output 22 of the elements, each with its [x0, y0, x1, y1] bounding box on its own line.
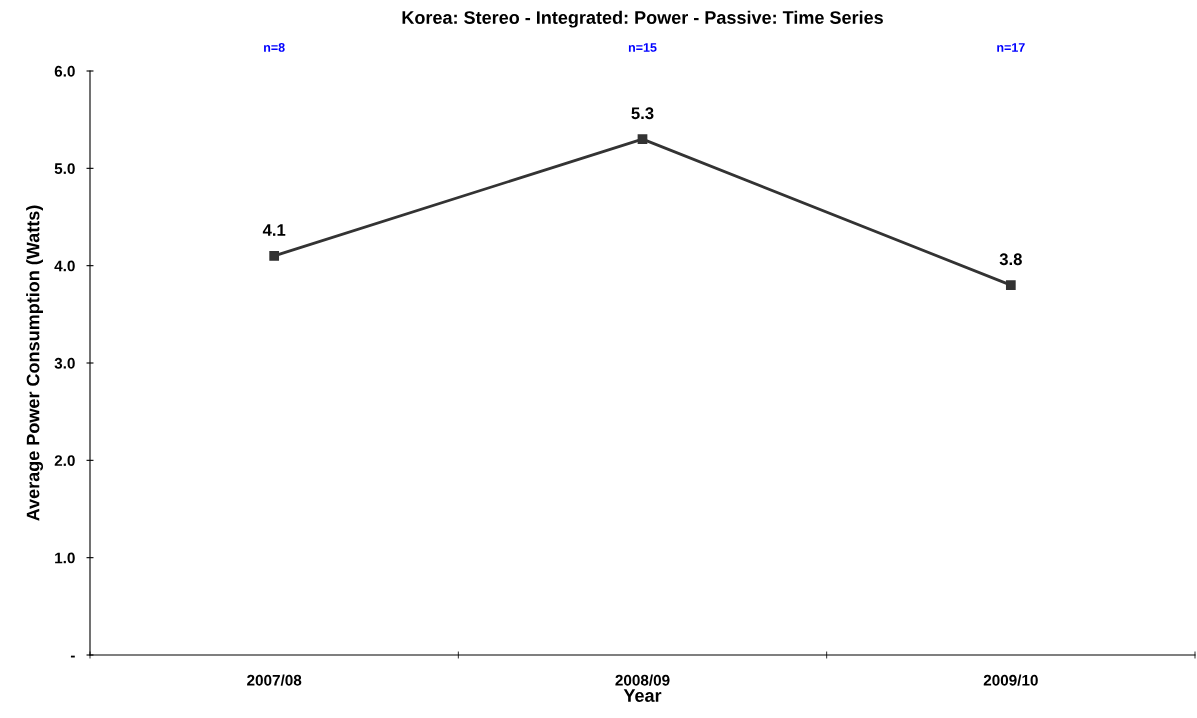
text: n=15 [628, 43, 657, 52]
data-label: 3.8 [999, 253, 1022, 266]
data-label: 5.3 [631, 107, 654, 120]
x-tick-label: 2007/08 [247, 674, 302, 686]
y-tick-label: 2.0 [54, 455, 75, 467]
chart-title: Korea: Stereo - Integrated: Power - Passive: Time Series [402, 10, 883, 28]
y-tick-label: 4.0 [54, 260, 75, 272]
x-tick-label: 2009/10 [983, 674, 1038, 686]
text: n=8 [264, 43, 285, 52]
y-tick-label: 6.0 [54, 65, 75, 77]
x-tick-label: 2008/09 [615, 674, 670, 686]
y-axis-title: Average Power Consumption (Watts) [26, 205, 44, 521]
x-axis-title: Year [623, 689, 662, 702]
text: n=17 [997, 43, 1025, 52]
y-tick-label: 1.0 [55, 552, 75, 564]
point [637, 134, 648, 144]
point [1005, 280, 1016, 290]
y-tick-label: 5.0 [54, 163, 75, 175]
point [269, 251, 280, 261]
y-tick-label: 3.0 [54, 357, 75, 369]
data-label: 4.1 [262, 224, 286, 236]
y-tick-label: - [70, 655, 75, 658]
